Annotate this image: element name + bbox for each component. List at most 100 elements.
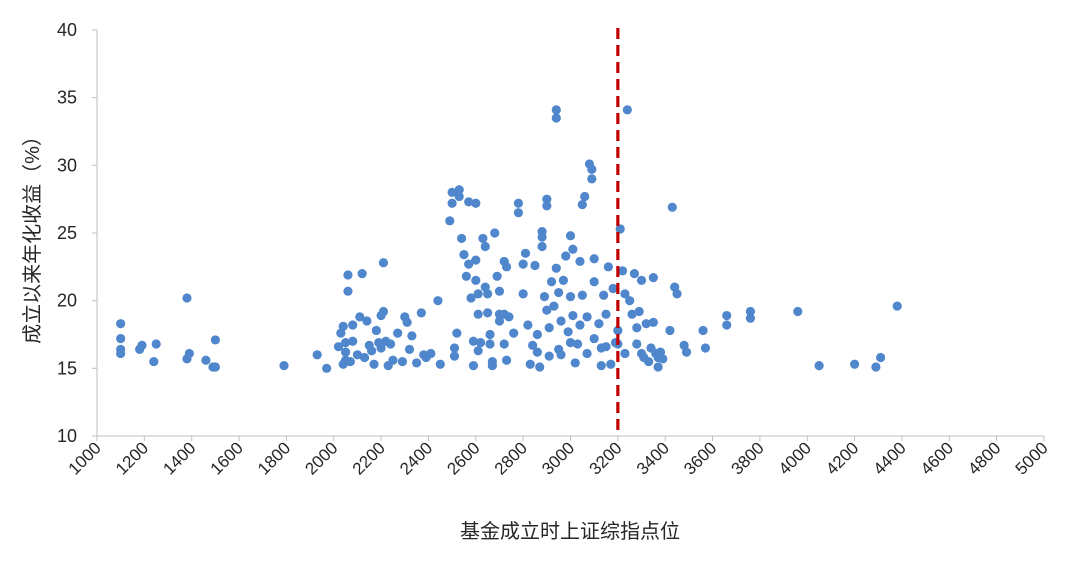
x-tick-label: 2200 xyxy=(349,438,389,478)
data-point xyxy=(556,316,566,326)
data-point xyxy=(210,362,220,372)
data-point xyxy=(480,241,490,252)
data-point xyxy=(606,359,616,369)
data-point xyxy=(580,191,590,202)
data-point xyxy=(513,198,524,208)
data-point xyxy=(116,319,126,329)
x-tick-label: 3200 xyxy=(585,438,625,478)
data-point xyxy=(575,256,585,267)
data-point xyxy=(556,350,566,360)
data-point xyxy=(561,251,571,261)
data-point xyxy=(494,316,505,326)
data-point xyxy=(589,254,599,264)
data-point xyxy=(532,347,542,357)
data-point xyxy=(478,233,488,244)
data-point xyxy=(568,310,578,321)
data-point xyxy=(565,292,576,302)
data-point xyxy=(449,351,460,361)
data-point xyxy=(182,293,192,303)
data-point xyxy=(644,356,654,367)
data-point xyxy=(201,355,211,365)
data-point xyxy=(603,262,613,272)
data-point xyxy=(116,333,126,344)
data-point xyxy=(312,350,322,360)
data-point xyxy=(530,260,540,271)
data-point xyxy=(594,319,604,329)
data-point xyxy=(343,286,353,296)
data-point xyxy=(388,355,398,365)
data-point xyxy=(523,320,533,330)
data-point xyxy=(509,328,519,338)
x-tick-label: 2400 xyxy=(396,438,436,478)
data-point xyxy=(850,359,860,369)
y-tick-label: 15 xyxy=(57,358,77,378)
data-point xyxy=(393,328,403,338)
data-point xyxy=(589,333,599,344)
data-point xyxy=(464,259,474,269)
data-point xyxy=(501,355,512,365)
data-point xyxy=(499,339,509,349)
x-tick-label: 4600 xyxy=(917,438,957,478)
data-point xyxy=(490,228,500,238)
data-point xyxy=(475,338,486,348)
data-point xyxy=(378,306,389,317)
data-point xyxy=(369,359,379,369)
data-point xyxy=(483,289,493,299)
data-point xyxy=(525,359,535,369)
data-point xyxy=(513,208,524,218)
data-point xyxy=(340,338,351,348)
data-point xyxy=(473,289,483,299)
data-point xyxy=(617,266,628,276)
data-point xyxy=(589,277,599,287)
data-point xyxy=(892,301,902,311)
data-point xyxy=(700,343,711,353)
data-point xyxy=(551,105,561,115)
data-point xyxy=(338,321,348,331)
data-point xyxy=(698,325,708,336)
data-point xyxy=(537,241,547,252)
data-point xyxy=(876,352,886,363)
x-tick-label: 3000 xyxy=(538,438,578,478)
data-point xyxy=(149,356,159,367)
data-point xyxy=(542,194,552,204)
data-point xyxy=(402,317,412,327)
data-point xyxy=(596,361,606,371)
data-point xyxy=(575,320,585,330)
data-point xyxy=(452,328,462,338)
data-point xyxy=(653,362,663,372)
data-point xyxy=(343,270,353,280)
y-axis-title: 成立以来年化收益（%） xyxy=(21,126,44,344)
data-point xyxy=(501,262,512,272)
data-point xyxy=(658,354,668,364)
data-point xyxy=(416,308,426,318)
data-point xyxy=(615,224,625,234)
x-axis-title: 基金成立时上证综指点位 xyxy=(460,520,680,543)
data-point xyxy=(340,347,351,357)
data-point xyxy=(345,356,355,367)
data-point xyxy=(871,362,881,372)
data-point xyxy=(587,174,597,184)
data-point xyxy=(551,113,561,123)
data-point xyxy=(667,202,677,212)
x-tick-label: 3600 xyxy=(680,438,720,478)
data-point xyxy=(454,191,464,202)
x-tick-label: 4400 xyxy=(870,438,910,478)
data-point xyxy=(279,361,289,371)
data-point xyxy=(542,201,552,211)
data-point xyxy=(461,271,471,281)
data-point xyxy=(459,250,469,260)
data-point xyxy=(722,310,732,321)
x-tick-label: 3800 xyxy=(728,438,768,478)
y-tick-label: 35 xyxy=(57,88,77,108)
data-point xyxy=(504,312,514,322)
data-point xyxy=(385,339,396,349)
data-point xyxy=(648,273,658,283)
data-point xyxy=(471,198,481,208)
data-point xyxy=(549,301,559,311)
data-point xyxy=(352,350,363,360)
data-point xyxy=(613,325,623,336)
data-point xyxy=(449,343,460,353)
data-point xyxy=(447,198,457,208)
data-point xyxy=(532,329,542,340)
